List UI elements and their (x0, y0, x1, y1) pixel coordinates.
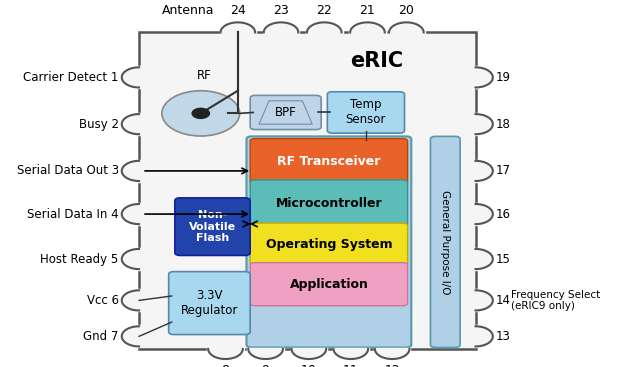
Text: 18: 18 (496, 118, 511, 131)
FancyBboxPatch shape (430, 137, 460, 348)
Text: Host Ready 5: Host Ready 5 (40, 252, 118, 266)
Text: Microcontroller: Microcontroller (275, 197, 382, 210)
Polygon shape (122, 204, 139, 224)
Text: BPF: BPF (275, 106, 297, 119)
FancyBboxPatch shape (175, 198, 250, 255)
Text: 13: 13 (496, 330, 511, 343)
Text: 24: 24 (230, 4, 246, 17)
Text: Antenna: Antenna (162, 4, 215, 17)
Text: Serial Data In 4: Serial Data In 4 (27, 208, 118, 221)
Polygon shape (476, 290, 493, 310)
Text: Application: Application (289, 278, 369, 291)
FancyBboxPatch shape (250, 180, 408, 227)
Text: 16: 16 (496, 208, 511, 221)
Text: Carrier Detect 1: Carrier Detect 1 (23, 71, 118, 84)
Text: General Purpose I/O: General Purpose I/O (440, 190, 450, 294)
Text: 19: 19 (496, 71, 511, 84)
Text: Gnd 7: Gnd 7 (83, 330, 118, 343)
Text: 3.3V
Regulator: 3.3V Regulator (181, 289, 238, 317)
Polygon shape (389, 22, 423, 32)
Polygon shape (208, 349, 243, 359)
FancyBboxPatch shape (250, 223, 408, 266)
Circle shape (162, 91, 239, 136)
Text: Busy 2: Busy 2 (79, 118, 118, 131)
Text: 21: 21 (360, 4, 375, 17)
Polygon shape (122, 290, 139, 310)
Polygon shape (476, 204, 493, 224)
Text: Non-
Volatile
Flash: Non- Volatile Flash (189, 210, 236, 243)
Polygon shape (122, 326, 139, 346)
Circle shape (192, 108, 209, 119)
Text: 11: 11 (343, 364, 358, 367)
Polygon shape (259, 101, 312, 124)
FancyBboxPatch shape (139, 32, 476, 349)
Polygon shape (248, 349, 283, 359)
Polygon shape (375, 349, 410, 359)
Polygon shape (476, 326, 493, 346)
Text: Temp
Sensor: Temp Sensor (346, 98, 386, 127)
Text: RF Transceiver: RF Transceiver (277, 155, 381, 167)
Text: RF: RF (197, 69, 211, 82)
FancyBboxPatch shape (250, 263, 408, 306)
Text: 22: 22 (316, 4, 332, 17)
Polygon shape (292, 349, 326, 359)
Text: Serial Data Out 3: Serial Data Out 3 (16, 164, 118, 177)
Text: 9: 9 (261, 364, 270, 367)
Text: 14: 14 (496, 294, 511, 307)
Polygon shape (122, 161, 139, 181)
Text: eRIC: eRIC (350, 51, 403, 71)
Polygon shape (307, 22, 341, 32)
Text: 12: 12 (384, 364, 400, 367)
Text: 10: 10 (301, 364, 317, 367)
Polygon shape (122, 249, 139, 269)
Text: Vcc 6: Vcc 6 (87, 294, 118, 307)
Polygon shape (333, 349, 368, 359)
FancyBboxPatch shape (250, 95, 321, 130)
Text: 8: 8 (222, 364, 229, 367)
FancyBboxPatch shape (328, 92, 404, 133)
Polygon shape (264, 22, 299, 32)
Polygon shape (350, 22, 385, 32)
FancyBboxPatch shape (169, 272, 250, 335)
Text: 23: 23 (273, 4, 289, 17)
Polygon shape (122, 114, 139, 134)
FancyBboxPatch shape (246, 137, 411, 348)
Text: Frequency Select
(eRIC9 only): Frequency Select (eRIC9 only) (512, 290, 600, 311)
Text: 20: 20 (398, 4, 415, 17)
Polygon shape (476, 114, 493, 134)
FancyBboxPatch shape (250, 139, 408, 184)
Polygon shape (122, 67, 139, 87)
Text: 17: 17 (496, 164, 511, 177)
Text: Operating System: Operating System (266, 238, 392, 251)
Polygon shape (220, 22, 255, 32)
Text: 15: 15 (496, 252, 511, 266)
Polygon shape (476, 249, 493, 269)
Polygon shape (476, 67, 493, 87)
Polygon shape (476, 161, 493, 181)
